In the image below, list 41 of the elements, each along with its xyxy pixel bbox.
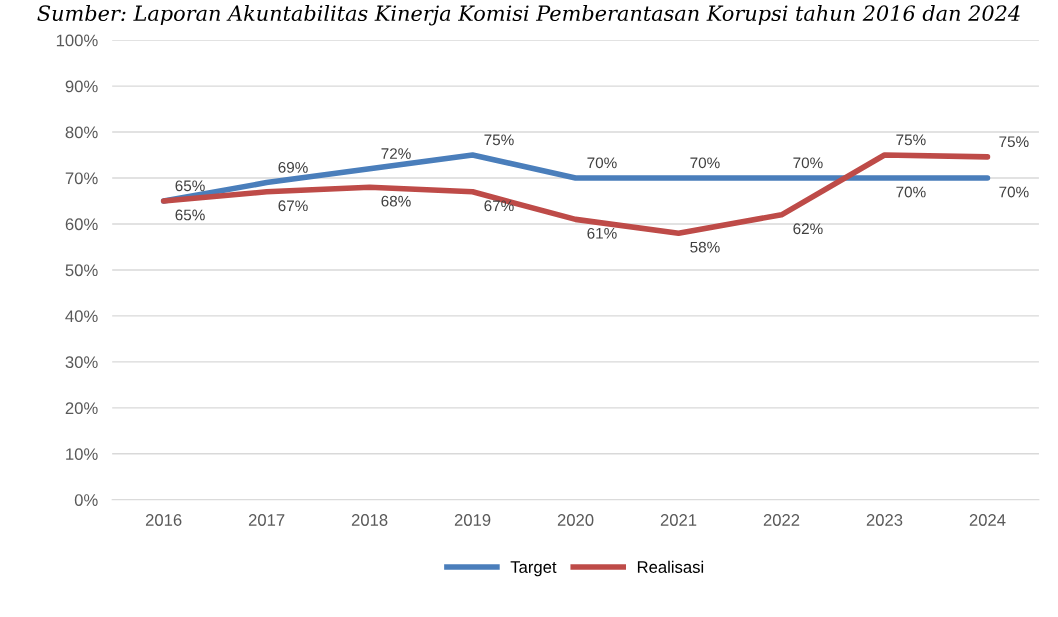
data-label: 61%: [587, 227, 617, 239]
data-label: 70%: [896, 186, 926, 198]
data-label: 65%: [175, 209, 205, 221]
x-tick-label: 2023: [866, 514, 903, 526]
y-tick-label: 100%: [56, 34, 98, 47]
data-label: 69%: [278, 161, 308, 173]
data-label: 70%: [999, 186, 1029, 198]
x-tick-label: 2019: [454, 514, 491, 526]
data-label: 72%: [381, 148, 411, 159]
data-label: 75%: [484, 134, 514, 146]
x-tick-label: 2018: [351, 514, 388, 526]
y-tick-label: 80%: [65, 126, 98, 139]
x-tick-label: 2016: [145, 514, 182, 526]
y-tick-label: 40%: [65, 310, 98, 323]
data-label: 67%: [278, 200, 308, 212]
x-tick-label: 2024: [969, 514, 1006, 526]
y-tick-label: 60%: [65, 218, 98, 231]
y-tick-label: 20%: [65, 402, 98, 415]
text: Sumber: Laporan Akuntabilitas Kinerja Komisi Pemberantasan Korupsi tahun 2016 dan 2024: [37, 4, 1020, 26]
legend-label: Target: [510, 561, 557, 577]
data-label: 67%: [484, 200, 514, 212]
y-tick-label: 90%: [65, 80, 98, 93]
y-tick-label: 70%: [65, 172, 98, 185]
y-tick-label: 50%: [65, 264, 98, 277]
data-label: 75%: [999, 136, 1029, 148]
y-tick-label: 10%: [66, 448, 98, 461]
y-tick-label: 30%: [65, 356, 98, 369]
x-tick-label: 2022: [763, 514, 800, 526]
legend-label: Realisasi: [637, 560, 704, 573]
data-label: 65%: [175, 180, 205, 192]
data-label: 70%: [587, 157, 617, 169]
x-tick-label: 2020: [557, 514, 594, 526]
data-label: 75%: [896, 134, 926, 146]
data-label: 62%: [793, 223, 823, 235]
data-label: 70%: [793, 157, 823, 169]
x-tick-label: 2021: [660, 514, 697, 526]
data-label: 70%: [690, 157, 720, 169]
data-label: 58%: [690, 241, 720, 253]
y-tick-label: 0%: [74, 494, 98, 506]
data-label: 68%: [381, 195, 411, 207]
x-tick-label: 2017: [248, 514, 285, 526]
